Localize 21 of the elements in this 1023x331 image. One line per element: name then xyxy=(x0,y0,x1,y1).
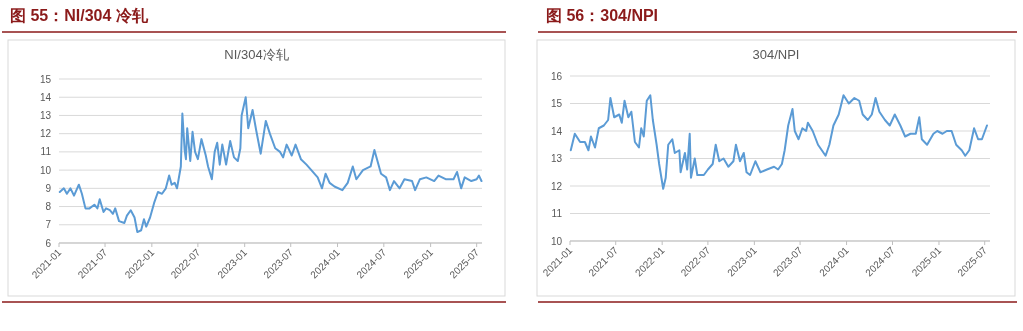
y-tick-label: 16 xyxy=(550,70,563,82)
y-tick-label: 14 xyxy=(550,125,563,137)
y-tick-label: 11 xyxy=(40,146,52,158)
y-tick-label: 12 xyxy=(550,180,563,192)
chart-title: 图 56：304/NPI xyxy=(546,7,659,24)
y-tick-label: 13 xyxy=(550,153,563,164)
y-tick-label: 13 xyxy=(39,109,52,121)
y-tick-label: 9 xyxy=(45,182,52,194)
y-tick-label: 14 xyxy=(39,91,52,103)
y-tick-label: 12 xyxy=(39,128,52,140)
y-tick-label: 6 xyxy=(45,237,52,249)
chart-title: 图 55：NI/304 冷轧 xyxy=(10,7,149,24)
chart-subtitle: NI/304冷轧 xyxy=(224,47,289,62)
y-tick-label: 8 xyxy=(45,201,52,213)
chart-subtitle: 304/NPI xyxy=(752,47,800,62)
y-tick-label: 10 xyxy=(550,235,563,247)
y-tick-label: 15 xyxy=(550,98,563,109)
y-tick-label: 15 xyxy=(39,73,52,85)
y-tick-label: 11 xyxy=(551,208,563,219)
y-tick-label: 7 xyxy=(45,219,52,231)
y-tick-label: 10 xyxy=(39,164,52,176)
